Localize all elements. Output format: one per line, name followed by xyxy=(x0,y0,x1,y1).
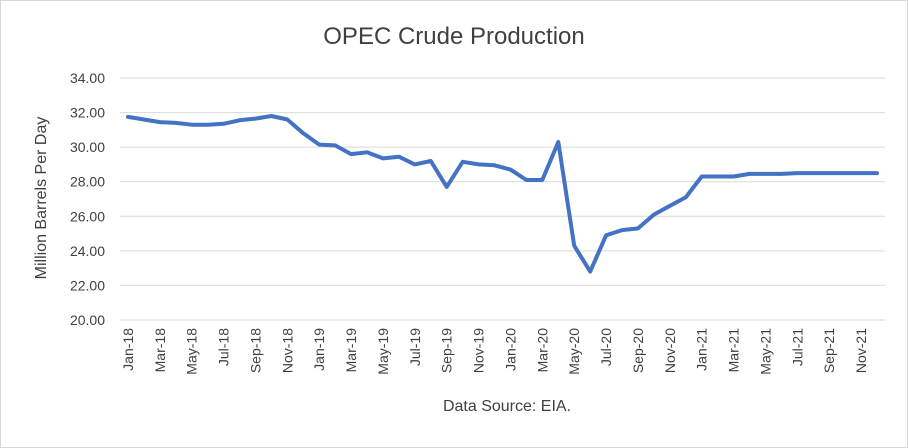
x-tick-label: Mar-21 xyxy=(726,328,742,373)
y-tick-label: 20.00 xyxy=(70,312,105,328)
x-tick-label: Nov-19 xyxy=(471,328,487,373)
y-tick-label: 26.00 xyxy=(70,208,105,224)
x-axis-ticks: Jan-18 Mar-18 May-18 Jul-18 Sep-18 Nov-18 Jan-… xyxy=(120,328,869,375)
x-tick-label: Jul-19 xyxy=(407,328,423,366)
x-tick-label: Sep-19 xyxy=(439,328,455,373)
x-tick-label: May-19 xyxy=(375,328,391,375)
x-tick-label: Jan-21 xyxy=(694,328,710,371)
x-tick-label: Jan-18 xyxy=(120,328,136,371)
x-tick-label: Sep-18 xyxy=(247,328,263,373)
y-tick-label: 30.00 xyxy=(70,139,105,155)
x-tick-label: Jul-20 xyxy=(598,328,614,366)
x-tick-label: May-18 xyxy=(184,328,200,375)
x-axis-title: Data Source: EIA. xyxy=(443,398,571,415)
x-tick-label: Mar-18 xyxy=(152,328,168,373)
x-tick-label: Jan-19 xyxy=(311,328,327,371)
x-tick-label: Jan-20 xyxy=(502,328,518,371)
y-axis-ticks: 20.00 22.00 24.00 26.00 28.00 30.00 32.00 34.00 xyxy=(70,70,105,328)
y-tick-label: 22.00 xyxy=(70,277,105,293)
chart-title: OPEC Crude Production xyxy=(323,23,584,50)
y-tick-label: 24.00 xyxy=(70,243,105,259)
gridlines xyxy=(120,77,885,321)
x-tick-label: Jul-21 xyxy=(789,328,805,366)
x-tick-label: May-20 xyxy=(566,328,582,375)
x-tick-label: Mar-19 xyxy=(343,328,359,373)
x-tick-label: Jul-18 xyxy=(216,328,232,366)
y-tick-label: 34.00 xyxy=(70,70,105,86)
x-tick-label: Nov-20 xyxy=(662,328,678,373)
x-tick-label: Sep-21 xyxy=(821,328,837,373)
series-layer xyxy=(126,114,879,274)
x-tick-label: Sep-20 xyxy=(630,328,646,373)
x-tick-label: May-21 xyxy=(757,328,773,375)
series-line xyxy=(126,114,879,274)
y-axis-title: Million Barrels Per Day xyxy=(33,117,50,280)
x-tick-label: Nov-18 xyxy=(279,328,295,373)
x-tick-label: Nov-21 xyxy=(853,328,869,373)
y-tick-label: 32.00 xyxy=(70,105,105,121)
y-tick-label: 28.00 xyxy=(70,174,105,190)
x-tick-label: Mar-20 xyxy=(534,328,550,373)
